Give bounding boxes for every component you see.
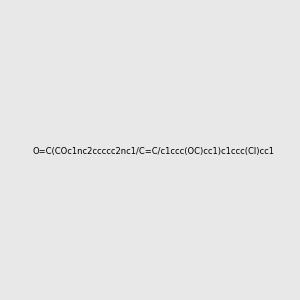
Text: O=C(COc1nc2ccccc2nc1/C=C/c1ccc(OC)cc1)c1ccc(Cl)cc1: O=C(COc1nc2ccccc2nc1/C=C/c1ccc(OC)cc1)c1… [33,147,275,156]
